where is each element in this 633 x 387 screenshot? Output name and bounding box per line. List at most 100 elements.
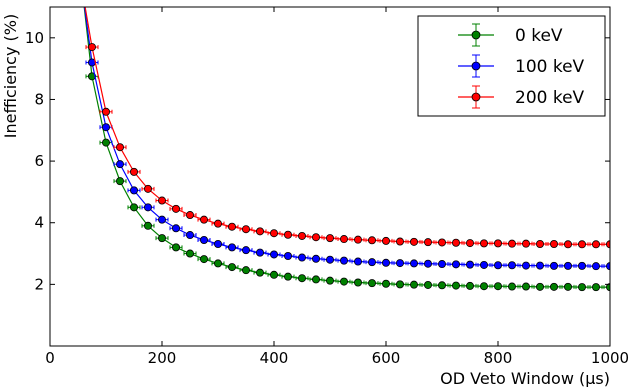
data-point (451, 281, 460, 290)
data-point (395, 280, 404, 289)
data-point (465, 239, 474, 248)
x-axis-label: OD Veto Window (μs) (440, 369, 610, 387)
data-point (227, 222, 236, 231)
legend-marker (471, 92, 481, 102)
data-point (325, 234, 334, 243)
data-point (241, 246, 250, 255)
data-point (213, 259, 222, 268)
data-point (297, 274, 306, 283)
data-point (536, 282, 545, 291)
ticks-layer: 0 200 400 600 800 1000 2 4 6 8 10 (25, 7, 629, 367)
data-point (522, 282, 531, 291)
data-point (465, 260, 474, 269)
x-tick-label: 800 (484, 349, 513, 367)
data-point (283, 230, 292, 239)
data-point (395, 259, 404, 268)
data-point (339, 277, 348, 286)
data-point (325, 255, 334, 264)
data-point (241, 266, 250, 275)
legend-items: 0 keV 100 keV 200 keV (458, 23, 585, 109)
data-point (339, 256, 348, 265)
data-point (241, 225, 250, 234)
data-point (213, 239, 222, 248)
data-point (269, 270, 278, 279)
data-point (157, 234, 166, 243)
data-point (297, 253, 306, 262)
data-point (297, 231, 306, 240)
data-point (367, 236, 376, 245)
legend-marker (471, 30, 481, 40)
data-point (522, 261, 531, 270)
data-point (592, 262, 601, 271)
data-point (199, 255, 208, 264)
data-point (606, 240, 610, 249)
data-point (143, 184, 152, 193)
data-point (353, 278, 362, 287)
data-point (578, 240, 587, 249)
y-axis-label: Inefficiency (%) (1, 14, 20, 138)
data-point (283, 272, 292, 281)
data-point (227, 263, 236, 272)
data-point (465, 281, 474, 290)
data-point (437, 238, 446, 247)
data-point (550, 239, 559, 248)
data-point (437, 260, 446, 269)
data-point (522, 239, 531, 248)
data-point (171, 243, 180, 252)
data-point (493, 282, 502, 291)
data-point (185, 249, 194, 258)
data-point (269, 250, 278, 259)
legend-marker (471, 61, 481, 71)
data-point (116, 143, 125, 152)
data-point (129, 186, 138, 195)
data-point (339, 235, 348, 244)
data-point (606, 283, 610, 292)
y-tick-label: 6 (34, 152, 44, 170)
data-point (592, 283, 601, 292)
data-point (381, 236, 390, 245)
legend-label: 0 keV (515, 26, 563, 46)
data-point (507, 239, 516, 248)
data-point (423, 238, 432, 247)
data-point (493, 239, 502, 248)
data-point (129, 167, 138, 176)
data-point (116, 177, 125, 186)
data-point (564, 261, 573, 270)
data-point (550, 261, 559, 270)
plot-frame (49, 6, 611, 347)
x-tick-label: 400 (260, 349, 289, 367)
data-point (311, 233, 320, 242)
data-point (395, 237, 404, 246)
data-point (409, 280, 418, 289)
data-point (157, 215, 166, 224)
x-tick-label: 600 (372, 349, 401, 367)
data-point (507, 282, 516, 291)
data-point (578, 261, 587, 270)
data-point (451, 260, 460, 269)
data-point (564, 282, 573, 291)
data-point (479, 239, 488, 248)
data-point (129, 203, 138, 212)
data-point (381, 279, 390, 288)
data-point (171, 224, 180, 233)
x-tick-label: 0 (45, 349, 55, 367)
data-point (255, 248, 264, 257)
data-point (507, 261, 516, 270)
series-layer (83, 7, 610, 292)
data-point (451, 238, 460, 247)
data-point (311, 254, 320, 263)
data-point (116, 160, 125, 169)
data-point (255, 227, 264, 236)
data-point (171, 204, 180, 213)
data-point (423, 280, 432, 289)
data-point (199, 235, 208, 244)
data-point (606, 262, 610, 271)
data-point (536, 261, 545, 270)
y-tick-label: 2 (34, 275, 44, 293)
data-point (227, 243, 236, 252)
y-tick-label: 8 (34, 90, 44, 108)
legend: 0 keV 100 keV 200 keV (417, 15, 606, 117)
data-point (102, 138, 111, 147)
data-point (550, 282, 559, 291)
